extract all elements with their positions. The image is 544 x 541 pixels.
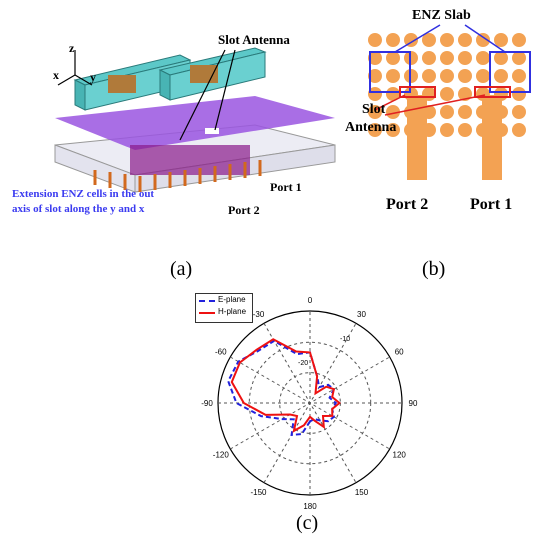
caption-b: (b) xyxy=(422,258,446,280)
enz-note-line1: Extension ENZ cells in the out xyxy=(12,188,155,200)
enz-cell xyxy=(386,123,400,137)
polar-angle-label: 150 xyxy=(355,488,369,497)
enz-cell xyxy=(458,105,472,119)
port2-label-b: Port 2 xyxy=(386,196,429,213)
legend-label-e: E-plane xyxy=(218,295,246,304)
enz-cell xyxy=(458,123,472,137)
panel-a-drawing xyxy=(54,47,336,193)
port1-label-a: Port 1 xyxy=(270,180,302,194)
enz-slab-pointers xyxy=(394,24,506,53)
enz-cell xyxy=(476,51,490,65)
enz-cell xyxy=(476,33,490,47)
enz-cell xyxy=(368,69,382,83)
enz-slab-label: ENZ Slab xyxy=(412,8,471,23)
enz-cell xyxy=(386,69,400,83)
slot-box-left xyxy=(399,86,436,98)
legend: E-plane H-plane xyxy=(195,293,253,323)
enz-cell xyxy=(422,33,436,47)
enz-slab-box-left xyxy=(369,51,411,93)
panel-b-drawing xyxy=(368,24,531,180)
enz-cell xyxy=(386,105,400,119)
slot-pointer-lines xyxy=(179,49,236,141)
feed-pins xyxy=(93,160,262,192)
caption-c: (c) xyxy=(296,512,319,534)
enz-cell xyxy=(458,69,472,83)
enz-cell xyxy=(368,33,382,47)
enz-cell xyxy=(422,51,436,65)
enz-cell xyxy=(512,69,526,83)
axis-x-label: x xyxy=(53,68,59,82)
enz-cell xyxy=(512,105,526,119)
polar-radial-label: -10 xyxy=(340,336,350,343)
enz-cell xyxy=(368,51,382,65)
slot xyxy=(205,128,219,134)
legend-swatch-h xyxy=(199,312,215,314)
slot-pointers xyxy=(374,94,486,116)
panel-b-figure xyxy=(345,0,544,230)
enz-cell xyxy=(440,69,454,83)
slot-box-right xyxy=(474,86,511,98)
polar-angle-label: -30 xyxy=(253,310,265,319)
slot-antenna-label: Slot Antenna xyxy=(218,32,290,47)
axis-y-label: y xyxy=(90,70,96,84)
enz-cell xyxy=(440,87,454,101)
polar-angle-label: 0 xyxy=(308,296,313,305)
polar-angle-label: -120 xyxy=(213,451,230,460)
enz-cell xyxy=(512,87,526,101)
enz-cell xyxy=(368,87,382,101)
enz-cell xyxy=(440,51,454,65)
enz-cell xyxy=(386,33,400,47)
ground-plane xyxy=(55,96,335,150)
enz-cell xyxy=(458,87,472,101)
enz-cell xyxy=(494,51,508,65)
caption-a: (a) xyxy=(170,258,193,280)
polar-spoke xyxy=(263,323,357,483)
port1-feedline xyxy=(482,95,502,180)
enz-cell xyxy=(458,51,472,65)
enz-cell xyxy=(386,51,400,65)
slot-label-line2: Antenna xyxy=(345,120,397,135)
enz-cell xyxy=(422,69,436,83)
polar-chart: 0 30 60 90 120 150 180 -150 -120 -90 -60 -30 -10 -20 xyxy=(201,296,418,510)
polar-angle-label: 180 xyxy=(303,502,317,510)
enz-cell xyxy=(512,123,526,137)
enz-cell xyxy=(386,87,400,101)
legend-label-h: H-plane xyxy=(218,307,247,316)
panel-a-figure xyxy=(0,0,345,230)
enz-cell xyxy=(440,33,454,47)
polar-angle-label: 90 xyxy=(409,399,418,408)
enz-cell xyxy=(458,33,472,47)
enz-cell-grid xyxy=(130,145,250,175)
enz-cell xyxy=(494,69,508,83)
axes-triad xyxy=(57,50,93,86)
polar-angle-label: 120 xyxy=(393,451,407,460)
port2-feedline xyxy=(407,95,427,180)
enz-cell xyxy=(440,105,454,119)
port2-label-a: Port 2 xyxy=(228,203,260,217)
port1-label-b: Port 1 xyxy=(470,196,513,213)
legend-swatch-e xyxy=(199,300,215,302)
enz-cell xyxy=(404,33,418,47)
enz-cell xyxy=(440,123,454,137)
enz-cell xyxy=(368,123,382,137)
slot-label-line1: Slot xyxy=(362,102,386,117)
enz-cell xyxy=(476,69,490,83)
enz-note-line2: axis of slot along the y and x xyxy=(12,203,145,215)
series-h-plane xyxy=(230,338,341,433)
polar-angle-label: 30 xyxy=(357,310,366,319)
polar-angle-label: -60 xyxy=(215,348,227,357)
enz-cell xyxy=(512,33,526,47)
polar-radial-label: -20 xyxy=(298,360,308,367)
polar-angle-label: -90 xyxy=(201,399,213,408)
enz-cell xyxy=(494,33,508,47)
enz-cell xyxy=(512,51,526,65)
axis-z-label: z xyxy=(69,41,75,55)
polar-angle-label: -150 xyxy=(250,488,267,497)
polar-angle-label: 60 xyxy=(395,348,404,357)
